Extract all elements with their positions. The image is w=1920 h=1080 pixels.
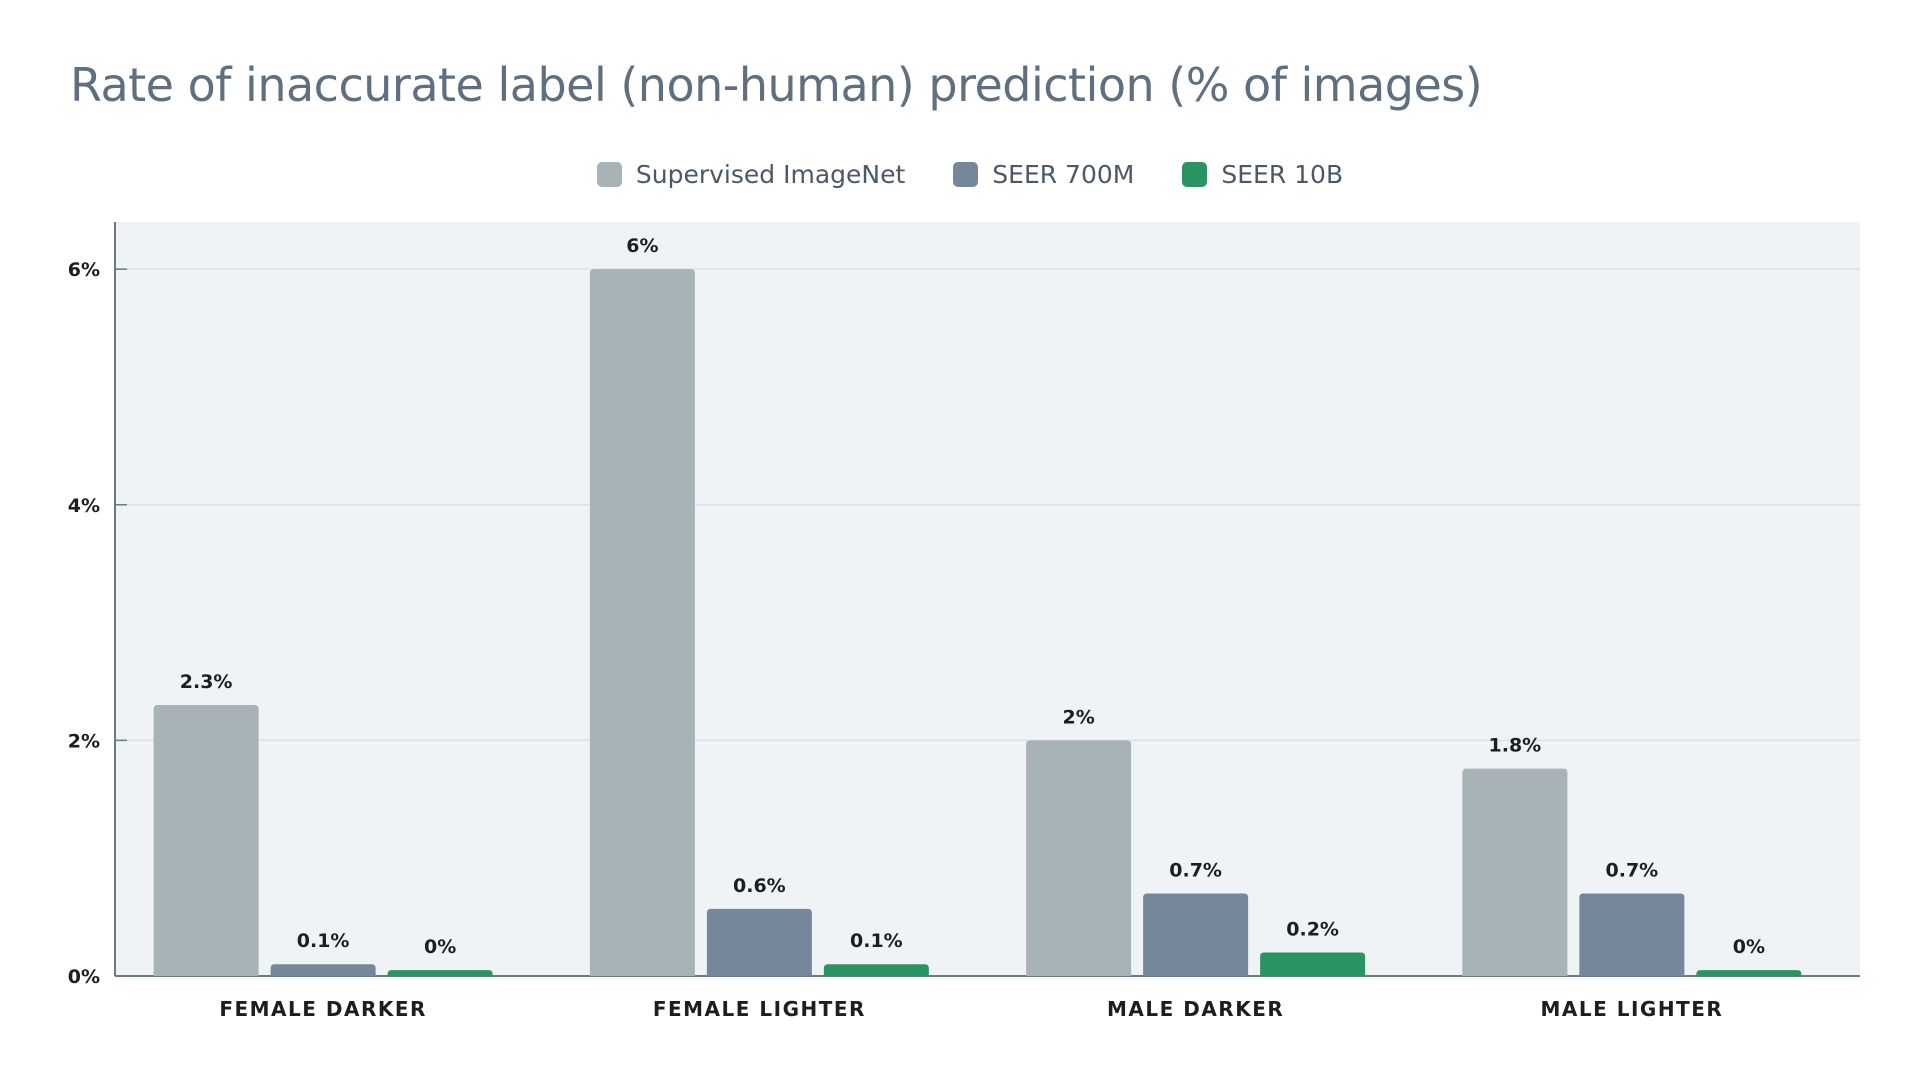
- bar-value-label: 0.1%: [297, 930, 350, 952]
- y-tick-label: 2%: [68, 730, 100, 752]
- bar-value-label: 0%: [1733, 936, 1765, 958]
- legend-item: SEER 700M: [953, 160, 1134, 189]
- legend-swatch: [1182, 162, 1208, 187]
- legend-label: SEER 700M: [992, 160, 1135, 189]
- bar: [706, 908, 812, 976]
- bar-value-label: 6%: [626, 235, 658, 257]
- y-tick-label: 4%: [68, 495, 100, 517]
- legend-item: Supervised ImageNet: [596, 160, 906, 189]
- legend: Supervised ImageNet SEER 700M SEER 10B: [0, 160, 1920, 189]
- x-category-label: FEMALE DARKER: [219, 997, 427, 1021]
- bar: [1026, 740, 1132, 976]
- legend-label: Supervised ImageNet: [635, 160, 906, 189]
- bar-value-label: 0.7%: [1169, 860, 1222, 882]
- bar-value-label: 1.8%: [1489, 735, 1542, 757]
- bar: [153, 705, 259, 976]
- chart-title: Rate of inaccurate label (non-human) pre…: [70, 58, 1483, 112]
- bar-value-label: 2.3%: [180, 671, 233, 693]
- bar: [270, 964, 376, 976]
- bar-value-label: 0.7%: [1606, 860, 1659, 882]
- bar: [1579, 893, 1685, 976]
- bar-value-label: 0.1%: [850, 930, 903, 952]
- bar-value-label: 0.6%: [733, 875, 786, 897]
- bar-value-label: 0.2%: [1286, 918, 1339, 940]
- y-tick-label: 6%: [68, 259, 100, 281]
- bar-value-label: 2%: [1062, 706, 1094, 728]
- x-category-label: MALE DARKER: [1107, 997, 1284, 1021]
- bar: [1696, 970, 1802, 976]
- legend-swatch: [596, 162, 622, 187]
- bar: [1462, 768, 1568, 976]
- bar: [1260, 952, 1366, 976]
- x-category-label: FEMALE LIGHTER: [653, 997, 866, 1021]
- x-category-label: MALE LIGHTER: [1540, 997, 1723, 1021]
- bar: [1143, 893, 1249, 976]
- bar: [589, 269, 695, 976]
- legend-item: SEER 10B: [1182, 160, 1343, 189]
- legend-swatch: [953, 162, 979, 187]
- y-tick-label: 0%: [68, 966, 100, 988]
- legend-label: SEER 10B: [1221, 160, 1344, 189]
- bar: [387, 970, 493, 976]
- bar-value-label: 0%: [424, 936, 456, 958]
- plot-background: [115, 222, 1860, 976]
- bar: [823, 964, 929, 976]
